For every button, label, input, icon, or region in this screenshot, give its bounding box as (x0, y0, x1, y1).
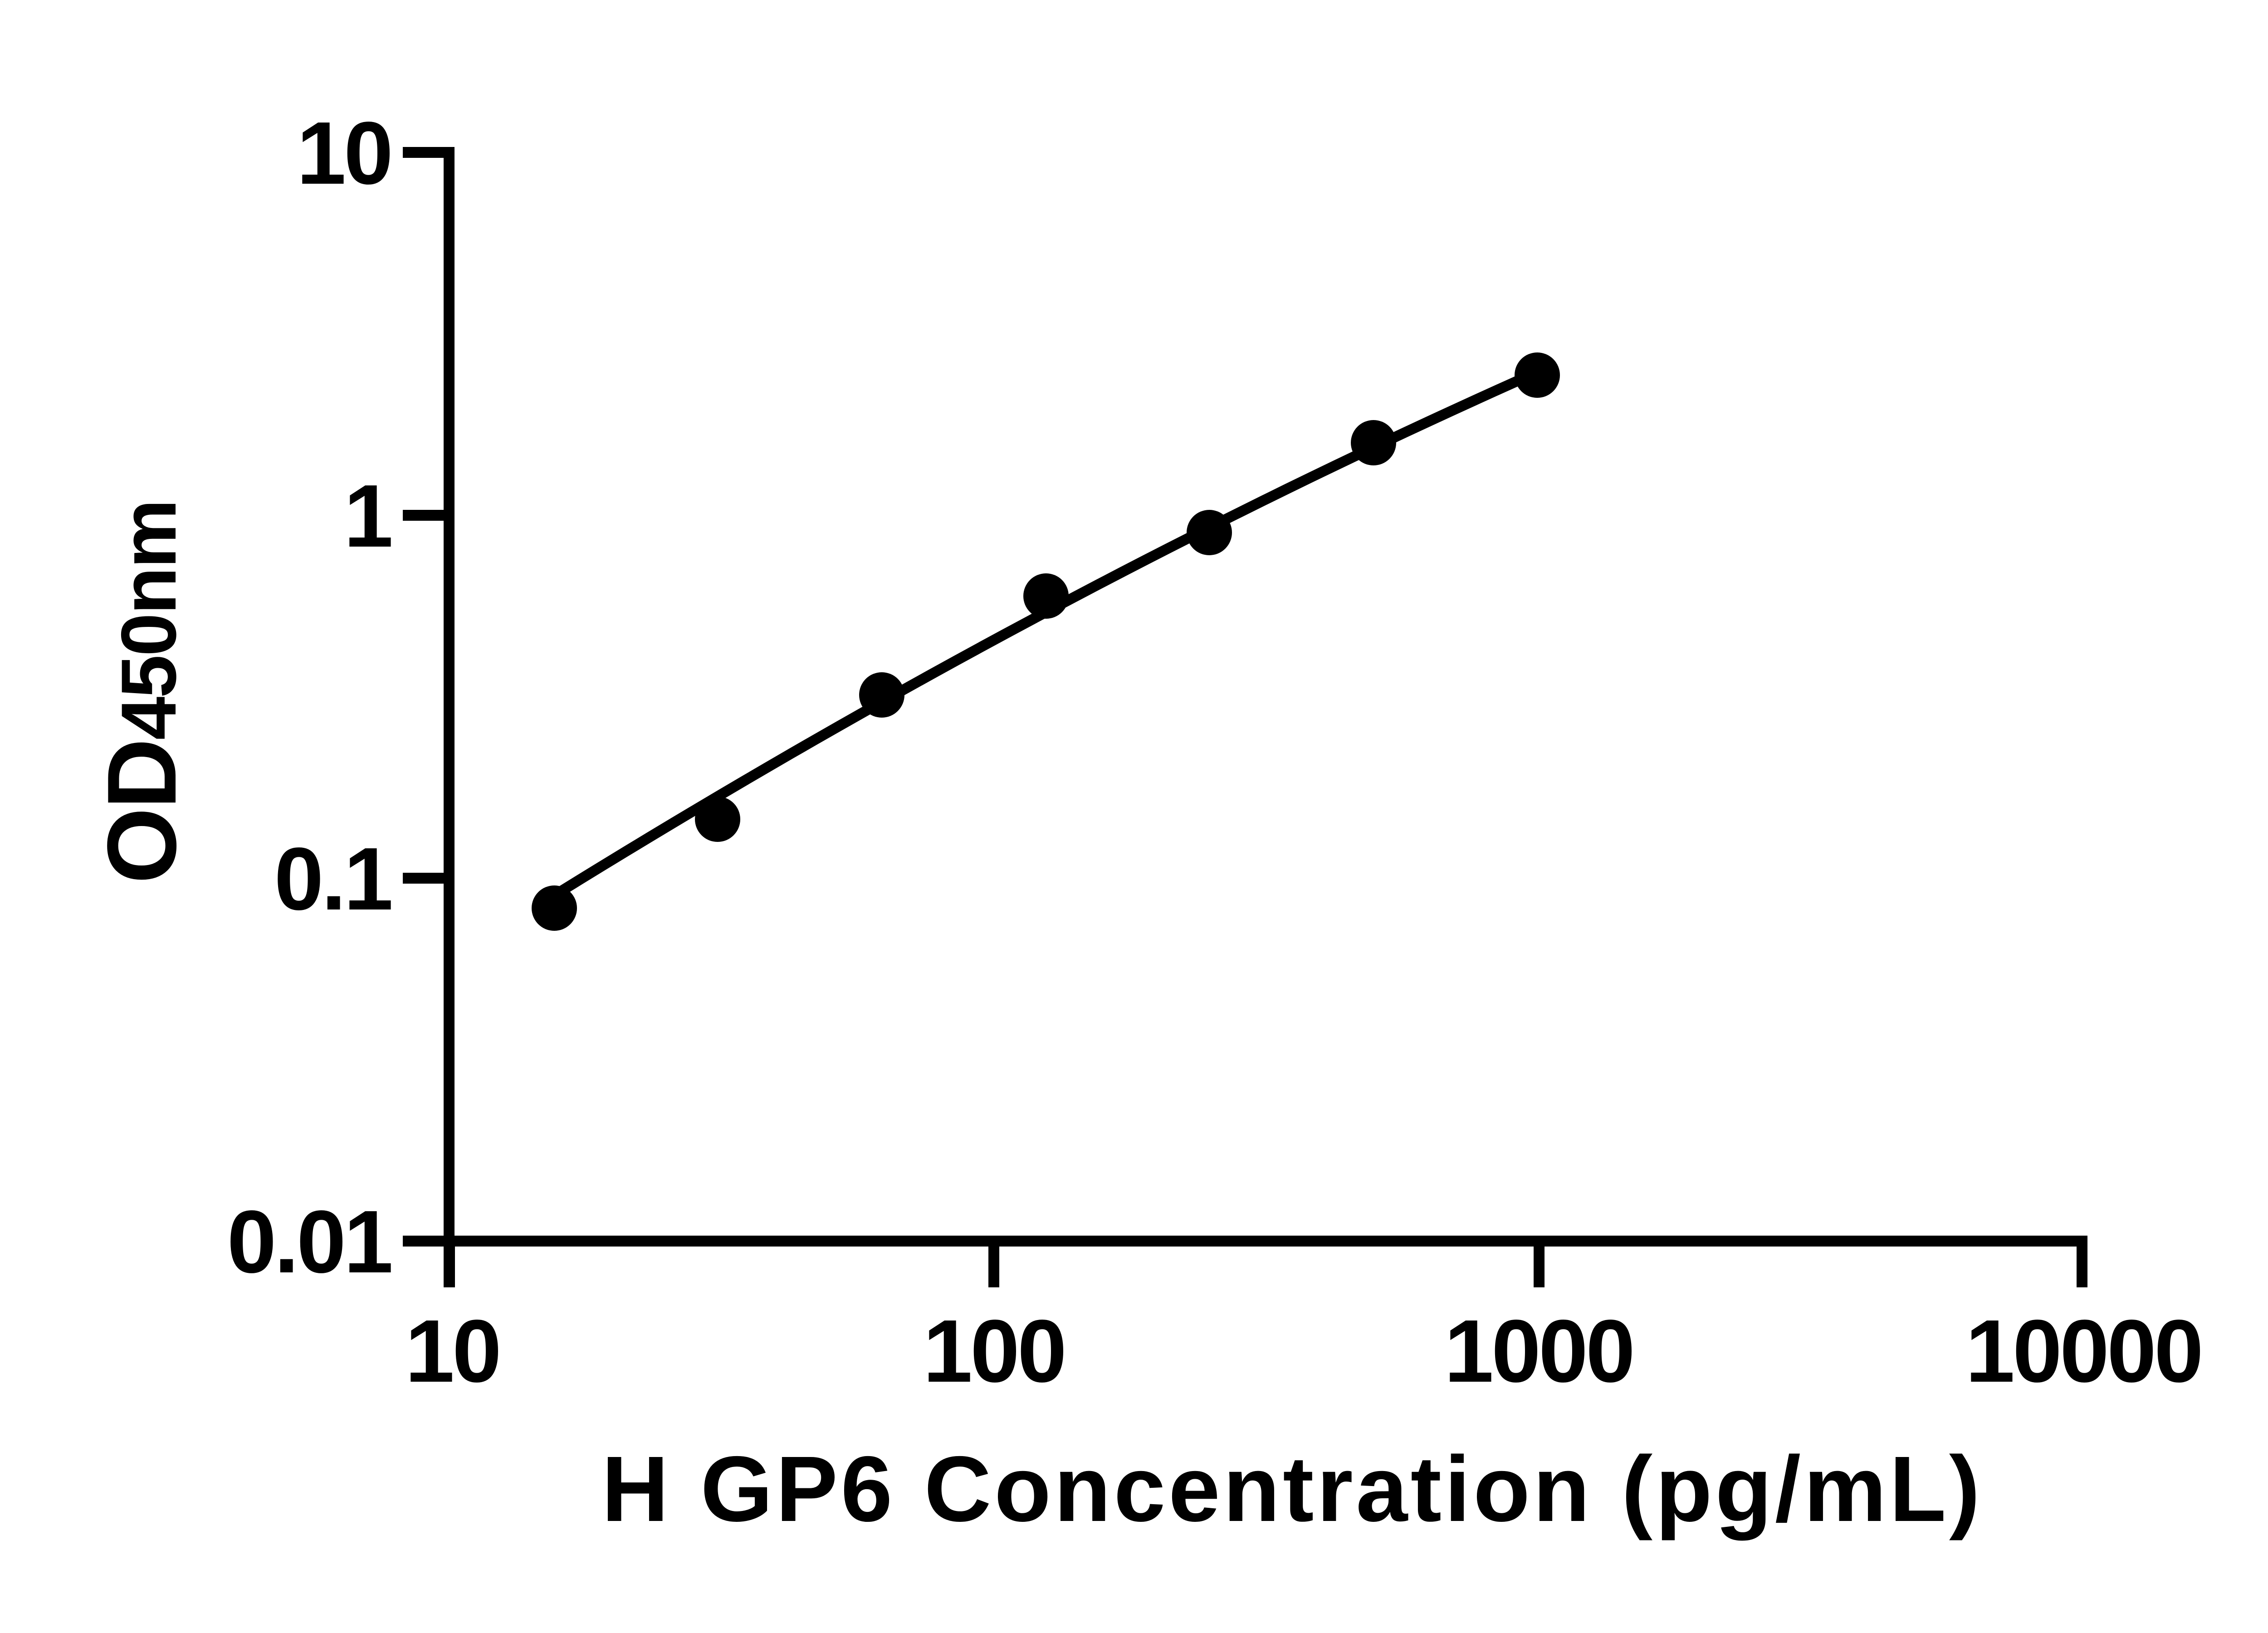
svg-text:100: 100 (923, 1301, 1065, 1401)
svg-text:10: 10 (405, 1301, 499, 1401)
svg-text:0.1: 0.1 (274, 829, 391, 929)
svg-text:OD450nm: OD450nm (87, 501, 196, 884)
svg-text:10000: 10000 (1965, 1301, 2201, 1401)
svg-text:1: 1 (344, 466, 391, 566)
svg-text:0.01: 0.01 (227, 1192, 391, 1291)
svg-text:H GP6 Concentration (pg/mL): H GP6 Concentration (pg/mL) (601, 1437, 1983, 1541)
svg-text:10: 10 (297, 103, 391, 203)
svg-text:1000: 1000 (1444, 1301, 1633, 1401)
